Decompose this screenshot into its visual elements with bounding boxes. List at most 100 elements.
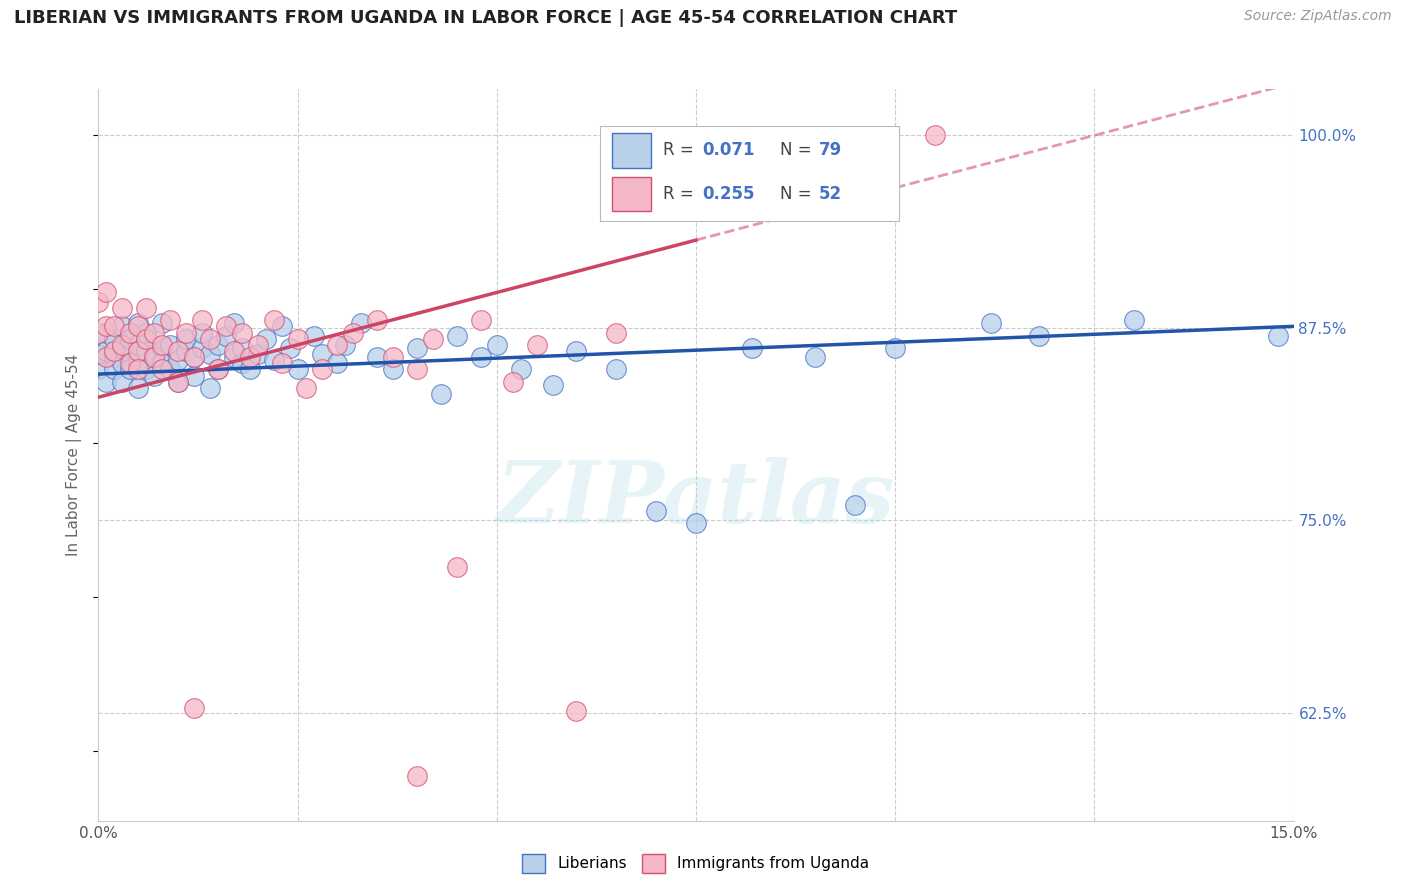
Point	[127, 316, 149, 330]
Point	[191, 341, 214, 355]
Point	[350, 316, 373, 330]
Text: N =: N =	[779, 142, 817, 160]
Point	[446, 328, 468, 343]
Point	[174, 332, 197, 346]
Point	[167, 353, 190, 368]
Point	[127, 353, 149, 368]
Point	[246, 347, 269, 361]
Point	[263, 353, 285, 368]
Point	[167, 375, 190, 389]
Point	[741, 341, 763, 355]
Point	[326, 356, 349, 370]
Point	[980, 316, 1002, 330]
Point	[174, 326, 197, 340]
Point	[87, 326, 110, 340]
Point	[87, 294, 110, 309]
Point	[150, 338, 173, 352]
Point	[111, 375, 134, 389]
Text: 0.255: 0.255	[702, 186, 755, 203]
Point	[143, 347, 166, 361]
Point	[565, 343, 588, 358]
Point	[198, 332, 221, 346]
Point	[406, 769, 429, 783]
Point	[111, 356, 134, 370]
Point	[446, 559, 468, 574]
Point	[96, 350, 118, 364]
Point	[103, 343, 125, 358]
Point	[207, 338, 229, 352]
Point	[382, 350, 405, 364]
Point	[335, 338, 357, 352]
Point	[127, 343, 149, 358]
Point	[430, 387, 453, 401]
Point	[127, 319, 149, 334]
Text: 52: 52	[818, 186, 842, 203]
Text: 79: 79	[818, 142, 842, 160]
Point	[103, 350, 125, 364]
Point	[143, 368, 166, 383]
Point	[150, 316, 173, 330]
Point	[135, 343, 157, 358]
Point	[96, 319, 118, 334]
Point	[804, 350, 827, 364]
Point	[526, 338, 548, 352]
Y-axis label: In Labor Force | Age 45-54: In Labor Force | Age 45-54	[66, 354, 83, 556]
Point	[287, 332, 309, 346]
Point	[120, 326, 142, 340]
Point	[87, 362, 110, 376]
Point	[183, 350, 205, 364]
Point	[605, 362, 627, 376]
Point	[215, 328, 238, 343]
Point	[96, 326, 118, 340]
Bar	[613, 178, 651, 211]
Point	[143, 350, 166, 364]
Point	[406, 362, 429, 376]
Point	[311, 362, 333, 376]
Text: LIBERIAN VS IMMIGRANTS FROM UGANDA IN LABOR FORCE | AGE 45-54 CORRELATION CHART: LIBERIAN VS IMMIGRANTS FROM UGANDA IN LA…	[14, 9, 957, 27]
Point	[183, 350, 205, 364]
Point	[222, 350, 245, 364]
Point	[111, 301, 134, 315]
Point	[207, 362, 229, 376]
Point	[884, 341, 907, 355]
Bar	[613, 134, 651, 168]
Point	[111, 341, 134, 355]
Point	[1123, 313, 1146, 327]
Point	[605, 326, 627, 340]
Point	[222, 316, 245, 330]
Point	[191, 313, 214, 327]
Point	[143, 326, 166, 340]
Point	[231, 356, 253, 370]
Point	[565, 704, 588, 718]
Point	[382, 362, 405, 376]
Point	[167, 375, 190, 389]
Point	[159, 313, 181, 327]
Point	[135, 326, 157, 340]
Point	[150, 356, 173, 370]
Point	[159, 362, 181, 376]
Point	[198, 347, 221, 361]
Point	[103, 362, 125, 376]
Point	[150, 362, 173, 376]
Point	[127, 362, 149, 376]
Point	[183, 368, 205, 383]
Point	[254, 332, 277, 346]
Point	[87, 347, 110, 361]
Point	[167, 343, 190, 358]
Point	[844, 498, 866, 512]
Point	[215, 319, 238, 334]
Point	[470, 313, 492, 327]
Point	[135, 332, 157, 346]
Point	[502, 375, 524, 389]
Point	[191, 326, 214, 340]
Point	[222, 343, 245, 358]
Point	[96, 285, 118, 300]
Point	[120, 332, 142, 346]
Point	[263, 313, 285, 327]
Point	[120, 347, 142, 361]
Point	[422, 332, 444, 346]
Point	[509, 362, 531, 376]
Point	[541, 377, 564, 392]
Point	[207, 362, 229, 376]
Point	[924, 128, 946, 143]
